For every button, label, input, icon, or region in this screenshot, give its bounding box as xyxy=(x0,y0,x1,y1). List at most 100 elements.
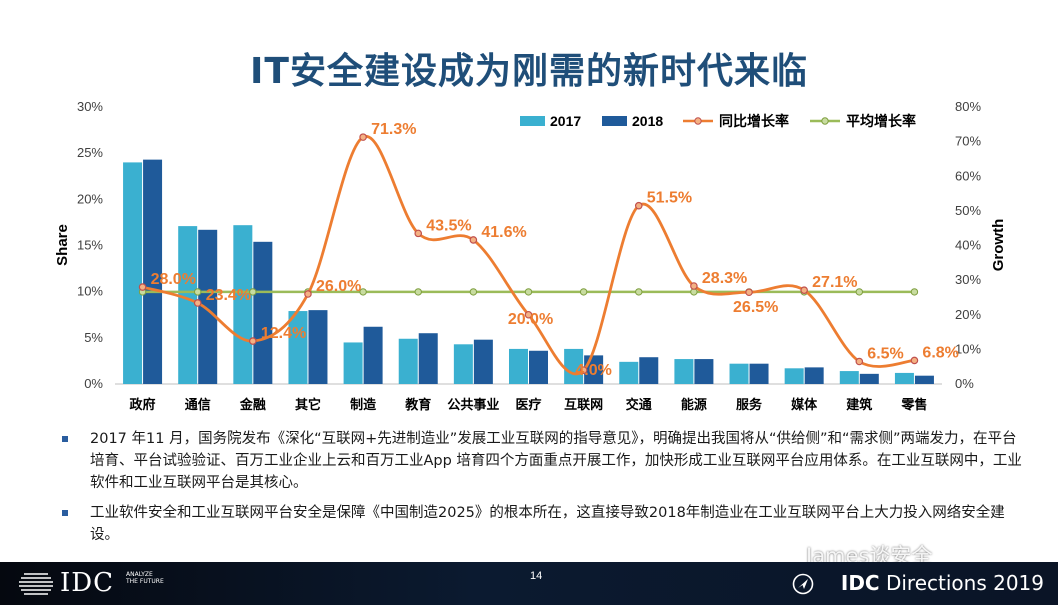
idc-tagline: ANALYZE THE FUTURE xyxy=(126,571,164,585)
average-growth-point xyxy=(414,288,422,296)
x-tick-label: 医疗 xyxy=(515,397,541,413)
growth-data-label: 41.6% xyxy=(481,224,526,241)
y2-tick-label: 60% xyxy=(955,168,981,183)
growth-data-label: 27.1% xyxy=(812,274,857,291)
x-tick-label: 服务 xyxy=(736,397,763,413)
bar-2017 xyxy=(453,344,473,384)
bar-2017 xyxy=(288,311,308,384)
yoy-growth-point xyxy=(359,133,367,141)
brand-bold: IDC xyxy=(840,571,880,595)
legend-marker-平均增长率 xyxy=(821,117,829,125)
average-growth-point xyxy=(524,288,533,296)
growth-data-label: 20.0% xyxy=(508,311,553,328)
bar-2017 xyxy=(178,226,198,384)
bar-2017 xyxy=(729,363,749,384)
legend-label: 平均增长率 xyxy=(846,113,916,130)
legend-label: 2018 xyxy=(632,113,663,129)
bar-2018 xyxy=(143,159,163,384)
average-growth-point xyxy=(635,288,643,296)
x-tick-label: 能源 xyxy=(681,397,707,413)
yoy-growth-point xyxy=(469,236,478,244)
bar-2017 xyxy=(343,342,363,384)
x-tick-label: 公共事业 xyxy=(447,397,499,413)
bar-2017 xyxy=(839,371,859,384)
x-tick-label: 零售 xyxy=(900,397,927,413)
y-tick-label: 20% xyxy=(77,191,103,206)
bullet-item: 工业软件安全和工业互联网平台安全是保障《中国制造2025》的根本所在，这直接导致… xyxy=(62,502,1022,546)
x-tick-label: 通信 xyxy=(185,397,211,413)
page-number: 14 xyxy=(530,570,543,582)
growth-data-label: 12.4% xyxy=(261,325,306,342)
y-tick-label: 0% xyxy=(84,376,103,391)
yoy-growth-point xyxy=(634,201,643,210)
bar-2018 xyxy=(529,350,548,384)
growth-data-label: 26.5% xyxy=(733,299,778,316)
bar-2018 xyxy=(473,339,493,384)
y2-tick-label: 20% xyxy=(955,307,981,322)
y2-tick-label: 80% xyxy=(955,99,981,114)
average-growth-point xyxy=(249,288,257,296)
legend-label: 2017 xyxy=(550,113,581,129)
bar-2017 xyxy=(619,361,639,384)
yoy-growth-point xyxy=(855,357,864,366)
bar-2018 xyxy=(308,310,328,384)
bar-2018 xyxy=(749,363,769,384)
y2-tick-label: 10% xyxy=(955,341,981,356)
y-tick-label: 5% xyxy=(84,330,103,345)
y2-tick-label: 40% xyxy=(955,238,981,253)
x-tick-label: 媒体 xyxy=(791,397,818,413)
growth-data-label: 23.4% xyxy=(206,287,251,304)
bar-2018 xyxy=(804,367,824,384)
y-tick-label: 10% xyxy=(77,284,103,299)
yoy-growth-point xyxy=(800,286,808,294)
bar-2018 xyxy=(418,333,438,384)
yoy-growth-point xyxy=(249,337,257,345)
y-tick-label: 25% xyxy=(77,145,103,160)
x-tick-label: 制造 xyxy=(350,397,377,413)
bar-2017 xyxy=(123,162,143,384)
y-tick-label: 15% xyxy=(77,238,103,253)
legend-marker-同比增长率 xyxy=(694,117,702,125)
x-tick-label: 政府 xyxy=(130,397,156,413)
y-axis-title: Share xyxy=(54,224,71,266)
yoy-growth-point xyxy=(414,229,423,238)
yoy-growth-point xyxy=(910,356,919,365)
y2-tick-label: 50% xyxy=(955,203,981,218)
growth-data-label: 26.0% xyxy=(316,278,361,295)
bar-2017 xyxy=(233,225,253,384)
compass-arrow-icon xyxy=(792,573,814,595)
bar-2018 xyxy=(694,359,714,384)
yoy-growth-point xyxy=(304,290,312,298)
x-tick-label: 建筑 xyxy=(846,397,872,413)
growth-data-label: 43.5% xyxy=(426,217,471,234)
growth-data-label: 51.5% xyxy=(647,190,692,207)
brand-rest: Directions 2019 xyxy=(879,571,1044,595)
bar-2018 xyxy=(639,357,659,384)
growth-data-label: 28.3% xyxy=(702,270,747,287)
average-growth-point xyxy=(469,288,478,296)
x-tick-label: 其它 xyxy=(295,397,321,413)
x-tick-label: 互联网 xyxy=(564,398,603,413)
legend-swatch-2018 xyxy=(602,116,627,126)
average-growth-point xyxy=(359,288,367,296)
yoy-growth-point xyxy=(524,310,533,319)
average-growth-point xyxy=(194,288,202,296)
wechat-icon xyxy=(776,541,802,561)
average-growth-point xyxy=(910,288,919,296)
bar-2017 xyxy=(894,372,914,384)
bar-2018 xyxy=(198,229,218,384)
bar-2017 xyxy=(784,368,804,384)
bullet-list: 2017 年11 月，国务院发布《深化“互联网+先进制造业”发展工业互联网的指导… xyxy=(62,428,1022,554)
bullet-item: 2017 年11 月，国务院发布《深化“互联网+先进制造业”发展工业互联网的指导… xyxy=(62,428,1022,494)
bar-2018 xyxy=(363,326,383,384)
growth-data-label: 4.0% xyxy=(575,362,611,379)
legend-swatch-2017 xyxy=(520,116,545,126)
growth-data-label: 6.5% xyxy=(867,345,903,362)
average-growth-point xyxy=(855,288,863,296)
legend-label: 同比增长率 xyxy=(719,113,789,130)
combo-chart: 0% 5% 10% 15% 20% 25% 30% 0% 10% 20% 30% 40% 50% 60% 7… xyxy=(54,99,1007,413)
growth-data-label: 6.8% xyxy=(922,344,958,361)
bar-2018 xyxy=(859,373,879,384)
x-tick-label: 教育 xyxy=(404,397,431,413)
conference-brand: IDC Directions 2019 xyxy=(841,571,1044,595)
